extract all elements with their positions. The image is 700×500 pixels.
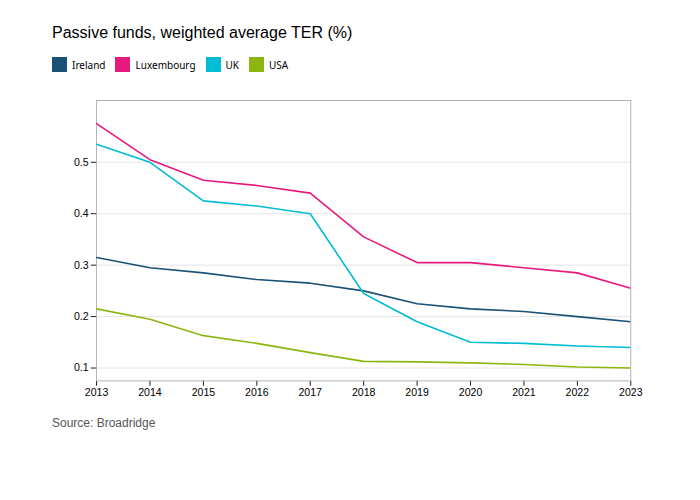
svg-text:2017: 2017 <box>298 386 322 398</box>
svg-text:0.1: 0.1 <box>74 361 89 373</box>
html-text:UK: UK <box>225 57 239 72</box>
html-text:Ireland: Ireland <box>72 57 106 72</box>
svg-text:0.5: 0.5 <box>74 156 89 168</box>
html-text:Passive funds, weighted averag: Passive funds, weighted average TER (%) <box>52 24 353 41</box>
svg-text:2023: 2023 <box>619 386 643 398</box>
svg-text:2016: 2016 <box>245 386 269 398</box>
html-text:USA: USA <box>269 57 289 72</box>
svg-text:2022: 2022 <box>566 386 590 398</box>
svg-text:0.3: 0.3 <box>74 259 89 271</box>
svg-text:2015: 2015 <box>192 386 216 398</box>
svg-text:2020: 2020 <box>459 386 483 398</box>
svg-text:0.2: 0.2 <box>74 310 89 322</box>
html-text:Luxembourg: Luxembourg <box>135 57 196 72</box>
svg-text:2021: 2021 <box>512 386 536 398</box>
html-text:Source: Broadridge: Source: Broadridge <box>52 416 156 431</box>
svg-text:2019: 2019 <box>405 386 429 398</box>
svg-text:2014: 2014 <box>138 386 162 398</box>
svg-text:2013: 2013 <box>85 386 109 398</box>
svg-text:2018: 2018 <box>352 386 376 398</box>
svg-text:0.4: 0.4 <box>74 207 89 219</box>
